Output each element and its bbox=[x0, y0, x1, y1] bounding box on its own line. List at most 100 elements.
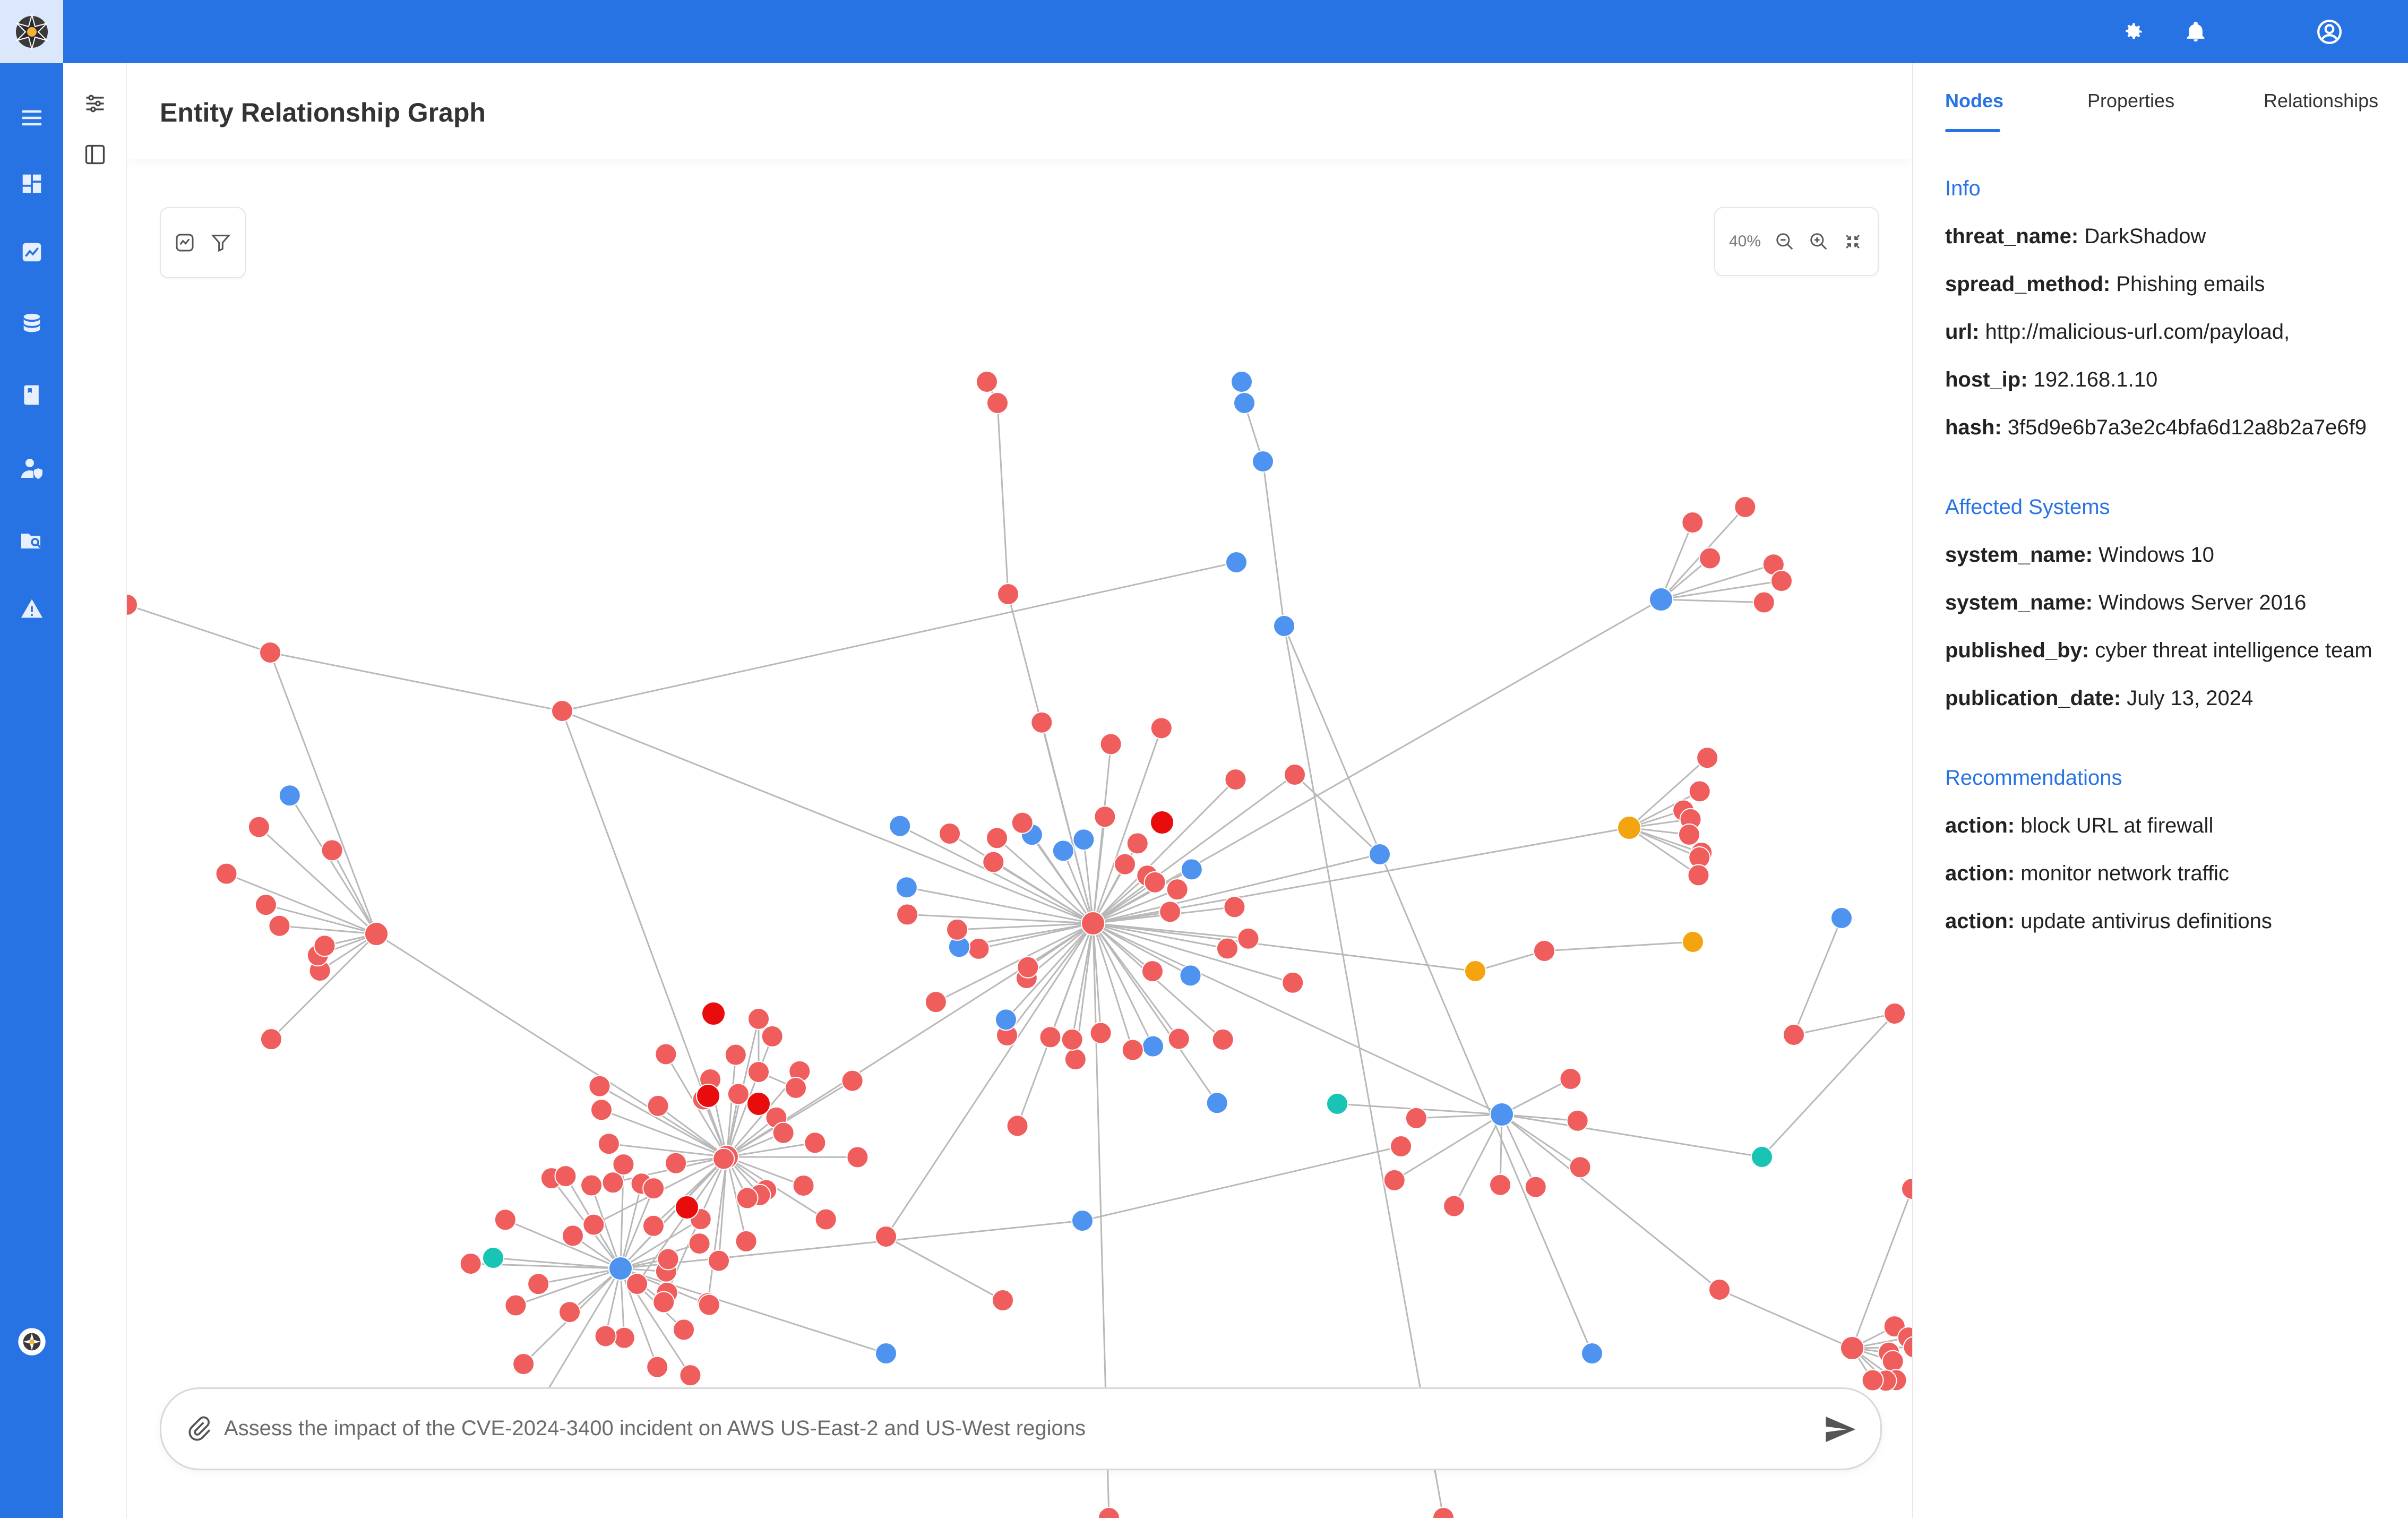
graph-node[interactable] bbox=[1903, 1336, 1912, 1359]
graph-node[interactable] bbox=[260, 1028, 282, 1051]
graph-node[interactable] bbox=[582, 1213, 605, 1236]
graph-node[interactable] bbox=[1017, 956, 1039, 979]
graph-node[interactable] bbox=[1569, 1156, 1592, 1179]
graph-node[interactable] bbox=[1150, 810, 1174, 835]
graph-node[interactable] bbox=[1179, 964, 1202, 987]
graph-node[interactable] bbox=[1770, 570, 1793, 593]
graph-node[interactable] bbox=[1237, 927, 1260, 950]
graph-node[interactable] bbox=[655, 1043, 677, 1066]
graph-node[interactable] bbox=[127, 594, 138, 616]
graph-node[interactable] bbox=[1682, 931, 1704, 953]
graph-node[interactable] bbox=[1432, 1507, 1455, 1518]
user-shield-icon[interactable] bbox=[17, 453, 47, 483]
graph-node[interactable] bbox=[1072, 828, 1095, 851]
graph-node[interactable] bbox=[1783, 1024, 1805, 1046]
graph-node[interactable] bbox=[841, 1069, 864, 1092]
book-icon[interactable] bbox=[17, 380, 47, 410]
graph-node[interactable] bbox=[1751, 1146, 1773, 1168]
graph-node[interactable] bbox=[967, 937, 990, 960]
graph-node[interactable] bbox=[924, 991, 947, 1014]
graph-node[interactable] bbox=[889, 814, 911, 837]
graph-node[interactable] bbox=[1524, 1176, 1547, 1198]
folder-search-icon[interactable] bbox=[17, 526, 47, 556]
graph-node[interactable] bbox=[588, 1075, 611, 1097]
logo-badge-icon[interactable] bbox=[17, 1327, 47, 1357]
graph-node[interactable] bbox=[1581, 1342, 1603, 1365]
graph-node[interactable] bbox=[1464, 960, 1486, 982]
chat-input-placeholder[interactable]: Assess the impact of the CVE-2024-3400 i… bbox=[224, 1417, 1086, 1440]
graph-node[interactable] bbox=[1233, 392, 1255, 414]
graph-node[interactable] bbox=[657, 1248, 680, 1271]
graph-node[interactable] bbox=[946, 918, 969, 941]
graph-node[interactable] bbox=[321, 839, 343, 862]
graph-node[interactable] bbox=[846, 1146, 869, 1169]
graph-node[interactable] bbox=[1225, 551, 1248, 573]
graph-node[interactable] bbox=[1141, 960, 1164, 983]
graph-node[interactable] bbox=[1006, 1114, 1029, 1137]
graph-node[interactable] bbox=[1126, 832, 1149, 855]
graph-node[interactable] bbox=[1166, 878, 1189, 901]
graph-node[interactable] bbox=[1699, 547, 1722, 570]
graph-node[interactable] bbox=[708, 1249, 730, 1272]
graph-node[interactable] bbox=[612, 1153, 635, 1176]
graph-node[interactable] bbox=[1443, 1195, 1466, 1217]
app-logo[interactable] bbox=[0, 0, 63, 63]
graph-node[interactable] bbox=[1180, 858, 1203, 881]
graph-node[interactable] bbox=[982, 851, 1005, 873]
graph-node[interactable] bbox=[992, 1289, 1014, 1311]
graph-node[interactable] bbox=[594, 1325, 617, 1348]
graph-node[interactable] bbox=[512, 1352, 535, 1375]
graph-node[interactable] bbox=[875, 1342, 897, 1365]
zoom-out-icon[interactable] bbox=[1773, 229, 1797, 254]
graph-node[interactable] bbox=[701, 1001, 726, 1026]
graph-node[interactable] bbox=[1681, 511, 1704, 534]
graph-node[interactable] bbox=[724, 1043, 747, 1066]
graph-node[interactable] bbox=[1559, 1068, 1582, 1091]
graph-node[interactable] bbox=[642, 1177, 665, 1200]
graph-node[interactable] bbox=[1142, 1035, 1165, 1058]
graph-node[interactable] bbox=[1114, 853, 1137, 876]
graph-node[interactable] bbox=[597, 1133, 620, 1155]
graph-node[interactable] bbox=[482, 1247, 504, 1269]
graph-node[interactable] bbox=[642, 1214, 665, 1237]
graph-node[interactable] bbox=[1649, 587, 1673, 612]
graph-node[interactable] bbox=[895, 876, 918, 899]
graph-node[interactable] bbox=[804, 1131, 827, 1154]
graph-node[interactable] bbox=[562, 1224, 584, 1247]
graph-node[interactable] bbox=[698, 1293, 720, 1316]
graph-node[interactable] bbox=[558, 1301, 581, 1324]
graph-node[interactable] bbox=[1901, 1178, 1912, 1200]
filter-icon[interactable] bbox=[209, 230, 233, 255]
graph-node[interactable] bbox=[1224, 768, 1247, 791]
graph-node[interactable] bbox=[1030, 711, 1053, 734]
graph-node[interactable] bbox=[1099, 733, 1122, 756]
graph-node[interactable] bbox=[1490, 1102, 1514, 1127]
graph-node[interactable] bbox=[313, 934, 336, 957]
graph-node[interactable] bbox=[747, 1008, 770, 1030]
graph-node[interactable] bbox=[646, 1356, 669, 1378]
paperclip-icon[interactable] bbox=[184, 1412, 213, 1445]
graph-node[interactable] bbox=[527, 1273, 550, 1296]
graph-node[interactable] bbox=[1284, 764, 1306, 786]
graph-node[interactable] bbox=[1734, 495, 1757, 518]
graph-node[interactable] bbox=[1231, 371, 1253, 393]
zoom-in-icon[interactable] bbox=[1807, 229, 1831, 254]
graph-node[interactable] bbox=[688, 1232, 711, 1255]
graph-node[interactable] bbox=[994, 1008, 1017, 1031]
graph-node[interactable] bbox=[268, 914, 291, 937]
graph-node[interactable] bbox=[785, 1077, 807, 1099]
tab-nodes[interactable]: Nodes bbox=[1945, 90, 2004, 112]
graph-node[interactable] bbox=[1098, 1507, 1120, 1518]
graph-node[interactable] bbox=[1150, 717, 1173, 740]
graph-node[interactable] bbox=[1566, 1109, 1589, 1132]
graph-node[interactable] bbox=[1211, 1028, 1234, 1051]
graph-node[interactable] bbox=[736, 1187, 759, 1210]
graph-node[interactable] bbox=[504, 1294, 527, 1317]
dashboard-icon[interactable] bbox=[17, 169, 47, 199]
tab-properties[interactable]: Properties bbox=[2087, 90, 2175, 112]
graph-node[interactable] bbox=[746, 1092, 771, 1116]
graph-node[interactable] bbox=[735, 1230, 758, 1253]
graph-node[interactable] bbox=[665, 1152, 687, 1174]
graph-node[interactable] bbox=[1061, 1028, 1083, 1051]
graph-node[interactable] bbox=[254, 894, 277, 916]
